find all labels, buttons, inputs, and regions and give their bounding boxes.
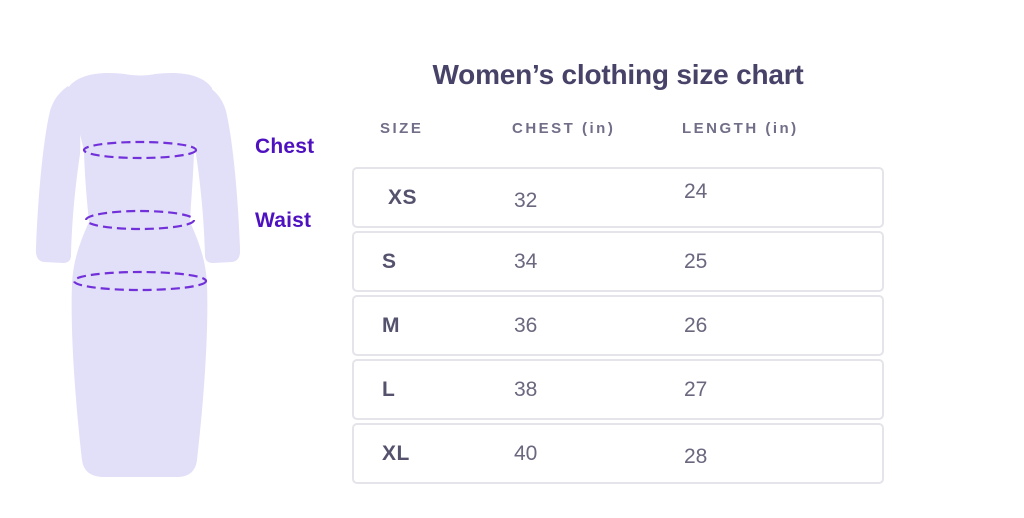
chest-cell: 36: [514, 313, 538, 337]
table-header: SIZE CHEST (in) LENGTH (in): [352, 120, 884, 137]
length-cell: 28: [684, 444, 708, 468]
table-row: XL 40 28: [352, 423, 884, 484]
chest-measurement-line: [82, 140, 198, 160]
page-title: Women’s clothing size chart: [432, 59, 804, 90]
chest-cell: 32: [514, 188, 538, 212]
size-chart-panel: Women’s clothing size chart SIZE CHEST (…: [352, 58, 884, 487]
column-header-chest: CHEST (in): [512, 120, 616, 137]
table-row: L 38 27: [352, 359, 884, 420]
dress-left-sleeve-shape: [35, 86, 81, 263]
size-cell: M: [382, 313, 400, 337]
chest-cell: 34: [514, 249, 538, 273]
size-cell: L: [382, 377, 396, 401]
chest-cell: 38: [514, 377, 538, 401]
size-table: XS 32 24 S 34 25 M 36 26 L 38 27 XL 40: [352, 167, 884, 484]
hip-measurement-line: [72, 270, 208, 292]
length-cell: 27: [684, 377, 708, 401]
table-row: S 34 25: [352, 231, 884, 292]
table-row: XS 32 24: [352, 167, 884, 228]
length-cell: 24: [684, 179, 708, 203]
chest-label: Chest: [255, 135, 315, 158]
chest-cell: 40: [514, 441, 538, 465]
table-row: M 36 26: [352, 295, 884, 356]
size-cell: XL: [382, 441, 410, 465]
size-cell: XS: [388, 185, 418, 209]
waist-measurement-line: [84, 209, 196, 231]
size-cell: S: [382, 249, 397, 273]
column-header-size: SIZE: [380, 120, 424, 137]
waist-label: Waist: [255, 209, 312, 232]
dress-right-sleeve-shape: [195, 86, 240, 263]
length-cell: 25: [684, 249, 708, 273]
dress-body-shape: [68, 72, 212, 478]
length-cell: 26: [684, 313, 708, 337]
column-header-length: LENGTH (in): [682, 120, 799, 137]
dress-illustration: [35, 72, 240, 478]
